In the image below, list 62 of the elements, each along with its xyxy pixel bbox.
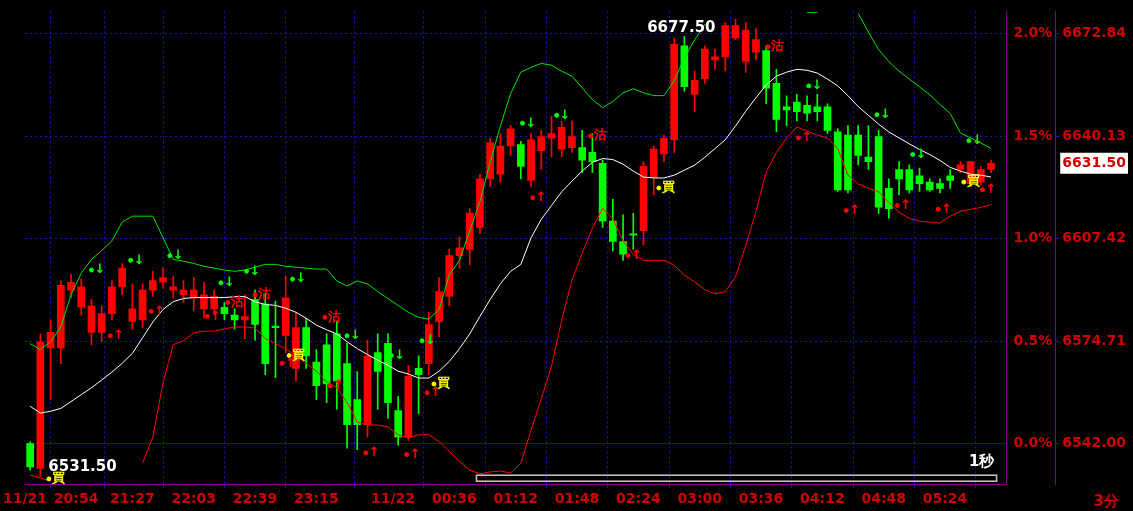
data-label: 買	[660, 179, 675, 195]
data-label: ↓	[133, 251, 145, 267]
data-label: 沽	[326, 308, 341, 324]
data-label: 沽	[257, 286, 272, 302]
data-label: ↓	[350, 327, 361, 343]
data-label: ↑	[154, 302, 166, 318]
x-tick-label: 20:54	[53, 490, 99, 507]
x-tick-label: 02:24	[616, 490, 661, 507]
y2-tick-label: 0.5%	[1013, 331, 1053, 348]
y2-tick-label: 0.0%	[1013, 434, 1053, 451]
y-tick-label: 6574.71	[1062, 331, 1126, 348]
y-tick-label: 6607.42	[1062, 229, 1126, 246]
y-tick-label: 6631.50	[1062, 153, 1127, 170]
x-tick-label: 01:48	[554, 490, 600, 507]
x-tick-label: 01:12	[493, 490, 539, 507]
data-label: 沽	[769, 38, 784, 54]
x-tick-label: 23:15	[294, 490, 339, 507]
x-tick-label: 03:36	[738, 490, 784, 507]
x-tick-label: 11/21	[3, 490, 48, 507]
annotation: 1秒	[968, 452, 996, 471]
data-label: ↓	[295, 270, 307, 286]
data-label: ↓	[811, 77, 823, 93]
candlestick	[629, 213, 638, 250]
x-tick-label: 04:48	[861, 490, 907, 507]
data-label: ↓	[172, 247, 184, 262]
data-label: ↑	[985, 181, 997, 197]
data-label: ↓	[223, 274, 235, 290]
data-label: ↑	[849, 201, 861, 217]
data-label: ↑	[409, 445, 421, 461]
data-label: ↓	[394, 346, 406, 362]
x-tick-label: 05:24	[922, 490, 968, 507]
data-label: 沽	[229, 293, 244, 309]
data-label: ↑	[113, 327, 125, 343]
data-label: ↓	[559, 106, 571, 122]
y2-tick-label: 2.0%	[1013, 24, 1053, 41]
y-tick-label: 6640.13	[1062, 126, 1126, 143]
data-label: 沽	[592, 127, 607, 143]
data-label: ↓	[915, 145, 927, 161]
x-tick-label: 11/22	[371, 490, 416, 507]
text: 3分	[1093, 491, 1120, 510]
annotation: 6677.50	[647, 18, 716, 37]
data-label: ↓	[425, 332, 436, 348]
y2-tick-label: 1.5%	[1013, 126, 1053, 143]
x-tick-label: 22:39	[232, 490, 278, 507]
data-label: ↑	[941, 200, 953, 216]
data-label: ↓	[525, 114, 537, 130]
data-label: ↑	[801, 129, 813, 145]
data-label: ↓	[249, 262, 261, 278]
data-label: ↑	[631, 247, 643, 262]
data-label: ↑	[535, 189, 547, 205]
x-tick-label: 04:12	[800, 490, 845, 507]
y-tick-label: 6542.00	[1062, 434, 1127, 451]
x-tick-label: 22:03	[171, 490, 216, 507]
data-label: ↓	[879, 106, 891, 122]
data-label: ↓	[94, 261, 106, 277]
x-tick-label: 21:27	[110, 490, 155, 507]
data-label: ↑	[900, 196, 912, 212]
x-tick-label: 03:00	[677, 490, 723, 507]
data-label: ↑	[368, 444, 380, 460]
y-tick-label: 6672.84	[1062, 24, 1127, 41]
x-tick-label: 00:36	[432, 490, 477, 507]
y2-tick-label: 1.0%	[1013, 229, 1053, 246]
